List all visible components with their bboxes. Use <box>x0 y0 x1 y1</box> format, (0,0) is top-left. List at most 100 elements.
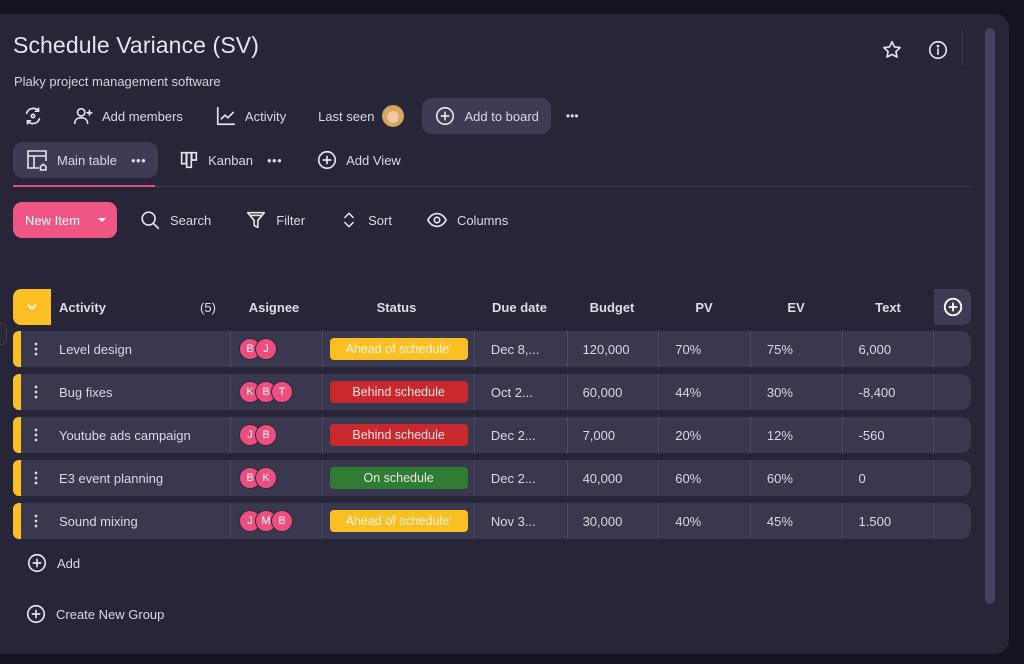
budget-cell[interactable]: 30,000 <box>568 503 660 539</box>
assignee-avatar[interactable]: B <box>271 510 294 532</box>
activity-cell[interactable]: E3 event planning <box>21 460 232 496</box>
pv-cell[interactable]: 20% <box>659 417 751 453</box>
add-column-button[interactable] <box>934 289 971 325</box>
row-menu-button[interactable] <box>21 428 51 442</box>
budget-cell[interactable]: 120,000 <box>568 331 660 367</box>
more-options-button[interactable]: ••• <box>557 98 588 134</box>
status-cell[interactable]: Ahead of schedule' <box>323 503 475 539</box>
tab-kanban[interactable]: Kanban ••• <box>166 142 294 178</box>
sort-chevrons-icon <box>344 212 355 228</box>
activity-cell[interactable]: Sound mixing <box>21 503 232 539</box>
ev-cell[interactable]: 75% <box>751 331 843 367</box>
activity-cell[interactable]: Level design <box>21 331 232 367</box>
ev-cell[interactable]: 60% <box>751 460 843 496</box>
add-members-button[interactable]: Add members <box>63 98 192 134</box>
columns-button[interactable]: Columns <box>414 202 520 238</box>
pv-cell[interactable]: 44% <box>659 374 751 410</box>
due-date-cell[interactable]: Nov 3... <box>475 503 568 539</box>
header-divider <box>962 30 963 65</box>
status-badge[interactable]: Ahead of schedule' <box>329 338 468 360</box>
column-header-due-date[interactable]: Due date <box>492 299 547 315</box>
column-header-pv[interactable]: PV <box>695 299 713 315</box>
collapse-group-button[interactable] <box>13 289 51 325</box>
row-menu-button[interactable] <box>21 342 51 356</box>
last-seen-button[interactable]: Last seen <box>309 98 413 134</box>
ev-cell[interactable]: 30% <box>751 374 843 410</box>
row-menu-button[interactable] <box>21 514 51 528</box>
vertical-scrollbar[interactable] <box>985 28 995 604</box>
text-cell[interactable]: 0 <box>843 460 935 496</box>
column-header-activity[interactable]: Activity <box>59 299 106 315</box>
status-cell[interactable]: On schedule <box>323 460 475 496</box>
pv-cell[interactable]: 70% <box>659 331 751 367</box>
due-date-cell[interactable]: Dec 8,... <box>475 331 568 367</box>
sync-button[interactable] <box>13 98 53 134</box>
column-header-text[interactable]: Text <box>875 299 901 315</box>
status-badge[interactable]: Ahead of schedule' <box>329 510 468 532</box>
ev-cell[interactable]: 12% <box>751 417 843 453</box>
info-button[interactable] <box>926 38 950 62</box>
create-new-group-button[interactable]: Create New Group <box>25 603 164 625</box>
text-cell[interactable]: 1.500 <box>843 503 935 539</box>
add-item-button[interactable]: Add <box>26 552 80 574</box>
column-header-budget[interactable]: Budget <box>589 299 635 315</box>
status-badge[interactable]: On schedule <box>329 467 468 489</box>
column-header-ev[interactable]: EV <box>787 299 805 315</box>
ev-cell[interactable]: 45% <box>751 503 843 539</box>
row-menu-button[interactable] <box>21 471 51 485</box>
due-date-cell[interactable]: Oct 2... <box>475 374 568 410</box>
assignee-avatar[interactable]: B <box>255 424 278 446</box>
column-header-assignee[interactable]: Asignee <box>248 299 300 315</box>
search-icon <box>141 211 160 230</box>
empty-cell <box>934 460 971 496</box>
status-badge[interactable]: Behind schedule <box>329 381 468 403</box>
tab-main-table-more-icon[interactable]: ••• <box>130 152 147 168</box>
budget-cell[interactable]: 7,000 <box>568 417 660 453</box>
tab-main-table[interactable]: Main table ••• <box>13 142 159 178</box>
activity-cell[interactable]: Bug fixes <box>21 374 232 410</box>
empty-cell <box>934 331 971 367</box>
text-cell[interactable]: -8,400 <box>843 374 935 410</box>
status-cell[interactable]: Behind schedule <box>323 417 475 453</box>
text-cell[interactable]: -560 <box>843 417 935 453</box>
dropdown-caret-icon[interactable] <box>98 218 106 222</box>
column-header-status[interactable]: Status <box>376 299 417 315</box>
activity-button[interactable]: Activity <box>206 98 295 134</box>
filter-button[interactable]: Filter <box>233 202 317 238</box>
assignee-avatar[interactable]: J <box>255 338 278 360</box>
budget-cell[interactable]: 40,000 <box>568 460 660 496</box>
row-menu-button[interactable] <box>21 385 51 399</box>
due-date-cell[interactable]: Dec 2... <box>475 417 568 453</box>
due-date-cell[interactable]: Dec 2... <box>475 460 568 496</box>
status-badge[interactable]: Behind schedule <box>329 424 468 446</box>
sort-button[interactable]: Sort <box>327 202 404 238</box>
new-item-button[interactable]: New Item <box>13 202 117 238</box>
assignee-avatar[interactable]: T <box>271 381 294 403</box>
sidebar-expand-handle[interactable] <box>0 323 7 345</box>
text-cell[interactable]: 6,000 <box>843 331 935 367</box>
kebab-menu-icon <box>34 342 38 356</box>
favorite-button[interactable] <box>880 38 904 62</box>
activity-cell[interactable]: Youtube ads campaign <box>21 417 232 453</box>
add-view-button[interactable]: Add View <box>304 142 413 178</box>
search-button[interactable]: Search <box>127 202 223 238</box>
assignee-avatar[interactable]: K <box>255 467 278 489</box>
status-cell[interactable]: Ahead of schedule' <box>323 331 475 367</box>
budget-cell[interactable]: 60,000 <box>568 374 660 410</box>
tab-kanban-more-icon[interactable]: ••• <box>266 152 283 168</box>
status-cell[interactable]: Behind schedule <box>323 374 475 410</box>
pv-cell[interactable]: 40% <box>659 503 751 539</box>
pv-cell[interactable]: 60% <box>659 460 751 496</box>
plus-circle-icon <box>943 297 962 317</box>
add-to-board-button[interactable]: Add to board <box>422 98 551 134</box>
